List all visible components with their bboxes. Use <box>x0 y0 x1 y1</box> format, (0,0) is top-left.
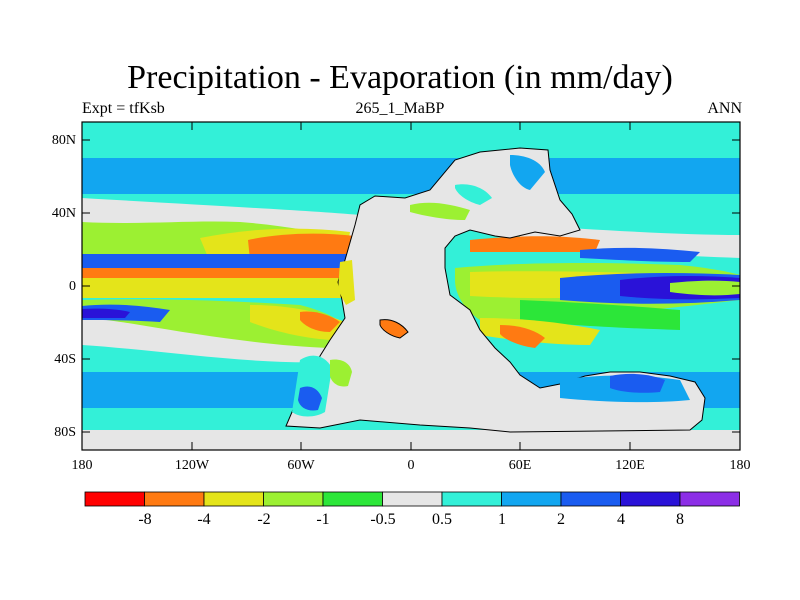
y-tick-label: 0 <box>69 279 76 294</box>
colorbar-label: -1 <box>316 511 330 528</box>
colorbar <box>84 491 740 507</box>
x-tick-label: 180 <box>71 458 93 473</box>
colorbar-label: -0.5 <box>370 511 396 528</box>
colorbar-box <box>263 491 324 507</box>
continent-landmass <box>285 147 706 433</box>
colorbar-box <box>144 491 205 507</box>
experiment-label: Expt = tfKsb <box>82 100 165 117</box>
colorbar-box <box>322 491 383 507</box>
x-tick-label: 60W <box>287 458 315 473</box>
plot-title: Precipitation - Evaporation (in mm/day) <box>127 59 673 96</box>
colorbar-box <box>501 491 562 507</box>
colorbar-label: 8 <box>676 511 684 528</box>
colorbar-label: 2 <box>557 511 565 528</box>
colorbar-label: -2 <box>257 511 271 528</box>
x-tick-label: 180 <box>729 458 751 473</box>
time-label: 265_1_MaBP <box>355 100 445 117</box>
colorbar-label: -8 <box>138 511 152 528</box>
colorbar-box <box>679 491 740 507</box>
colorbar-box <box>560 491 621 507</box>
colorbar-box <box>620 491 681 507</box>
north-storm-track <box>82 158 740 194</box>
colorbar-label: -4 <box>197 511 211 528</box>
x-tick-label: 120E <box>615 458 645 473</box>
y-tick-label: 80S <box>54 425 76 440</box>
antarctic-interior <box>82 430 740 450</box>
x-tick-label: 60E <box>508 458 532 473</box>
colorbar-box <box>441 491 502 507</box>
colorbar-label: 0.5 <box>432 511 452 528</box>
x-tick-label: 120W <box>174 458 210 473</box>
colorbar-label: 1 <box>498 511 506 528</box>
colorbar-box <box>84 491 145 507</box>
colorbar-box <box>203 491 264 507</box>
y-tick-label: 80N <box>51 133 76 148</box>
y-tick-label: 40S <box>54 352 76 367</box>
colorbar-label: 4 <box>617 511 625 528</box>
y-tick-label: 40N <box>51 206 76 221</box>
tick-marks <box>81 122 741 450</box>
colorbar-box <box>382 491 443 507</box>
x-tick-label: 0 <box>407 458 415 473</box>
period-label: ANN <box>707 100 742 117</box>
